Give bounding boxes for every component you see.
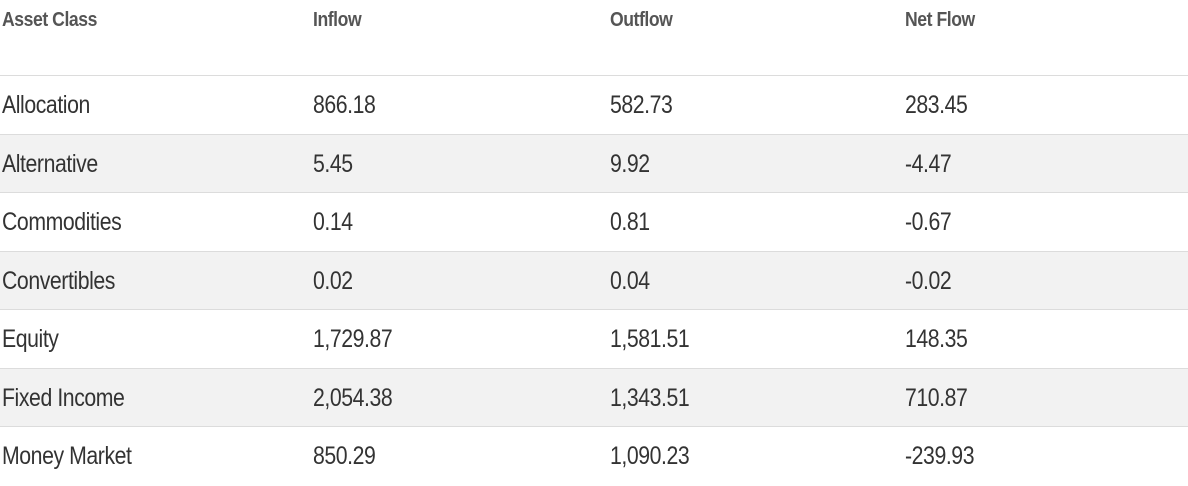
table-cell: 2,054.38 bbox=[313, 383, 393, 412]
table-cell: 1,343.51 bbox=[610, 383, 690, 412]
header-cell: Net Flow bbox=[905, 9, 975, 31]
table-cell: -0.67 bbox=[905, 208, 952, 236]
table-cell: 710.87 bbox=[905, 383, 968, 412]
table-row: Money Market 850.29 1,090.23 -239.93 bbox=[0, 426, 1188, 485]
row-label: Convertibles bbox=[2, 266, 116, 295]
table-cell: 9.92 bbox=[610, 149, 650, 178]
table-row: Convertibles 0.02 0.04 -0.02 bbox=[0, 250, 1188, 309]
table-cell: -0.02 bbox=[905, 266, 952, 295]
table-cell: 0.81 bbox=[610, 208, 650, 236]
table-cell: 1,729.87 bbox=[313, 325, 393, 353]
table-row: Allocation 866.18 582.73 283.45 bbox=[0, 75, 1188, 134]
row-label: Fixed Income bbox=[2, 383, 125, 412]
table-cell: 0.04 bbox=[610, 266, 650, 295]
table-row: Equity 1,729.87 1,581.51 148.35 bbox=[0, 309, 1188, 368]
table-row: Commodities 0.14 0.81 -0.67 bbox=[0, 192, 1188, 251]
row-label: Allocation bbox=[2, 91, 90, 119]
table-row: Fixed Income 2,054.38 1,343.51 710.87 bbox=[0, 367, 1188, 426]
table-cell: 0.02 bbox=[313, 266, 353, 295]
table-cell: 850.29 bbox=[313, 442, 376, 470]
row-label: Commodities bbox=[2, 208, 122, 236]
header-cell: Outflow bbox=[610, 9, 673, 31]
header-row: Asset Class Inflow Outflow Net Flow bbox=[0, 0, 1188, 75]
table-cell: 582.73 bbox=[610, 91, 673, 119]
row-label: Equity bbox=[2, 325, 59, 353]
table-cell: 148.35 bbox=[905, 325, 968, 353]
table-cell: 1,090.23 bbox=[610, 442, 690, 470]
table-cell: -4.47 bbox=[905, 149, 952, 178]
table-cell: 0.14 bbox=[313, 208, 353, 236]
table-cell: 1,581.51 bbox=[610, 325, 690, 353]
row-label: Alternative bbox=[2, 149, 98, 178]
header-cell: Asset Class bbox=[2, 9, 97, 31]
table-cell: -239.93 bbox=[905, 442, 975, 470]
table-row: Alternative 5.45 9.92 -4.47 bbox=[0, 133, 1188, 192]
row-label: Money Market bbox=[2, 442, 132, 470]
table-cell: 866.18 bbox=[313, 91, 376, 119]
table-cell: 283.45 bbox=[905, 91, 968, 119]
header-cell: Inflow bbox=[313, 9, 362, 31]
table-cell: 5.45 bbox=[313, 149, 353, 178]
